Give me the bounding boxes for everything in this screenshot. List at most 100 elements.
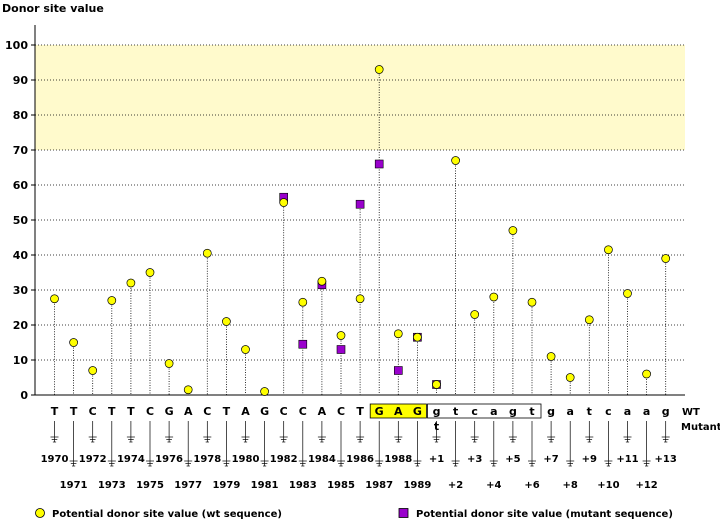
wt-point bbox=[50, 294, 59, 304]
position-label: 1982 bbox=[270, 454, 298, 465]
ytick-label: 50 bbox=[13, 214, 29, 227]
wt-point bbox=[126, 278, 136, 288]
wt-point bbox=[623, 289, 632, 298]
base-letter: g bbox=[433, 405, 441, 418]
position-label: 1988 bbox=[384, 454, 412, 465]
base-letter: g bbox=[662, 405, 670, 418]
position-label: 1975 bbox=[136, 480, 164, 491]
ytick-label: 40 bbox=[13, 249, 29, 262]
position-label: 1973 bbox=[98, 480, 126, 491]
base-letter: t bbox=[529, 405, 534, 418]
base-letter: a bbox=[566, 405, 573, 418]
ytick-label: 80 bbox=[13, 109, 29, 122]
position-label: 1978 bbox=[193, 454, 221, 465]
position-label: 1986 bbox=[346, 454, 374, 465]
base-letter: A bbox=[241, 405, 250, 418]
wt-point bbox=[527, 297, 537, 307]
intron-box bbox=[427, 403, 542, 419]
wt-point bbox=[107, 296, 117, 305]
wt-point bbox=[355, 294, 365, 304]
base-letter: a bbox=[643, 405, 650, 418]
base-letter: g bbox=[547, 405, 555, 418]
wt-point bbox=[413, 332, 422, 342]
wt-point bbox=[164, 359, 174, 368]
wt-point bbox=[336, 331, 346, 340]
base-letter: C bbox=[89, 405, 97, 418]
base-letter: T bbox=[223, 405, 231, 418]
wt-row-label: WT bbox=[682, 407, 700, 418]
position-label: 1972 bbox=[79, 454, 107, 465]
ytick-label: 0 bbox=[20, 389, 28, 402]
position-labels: 1970 1971 1972 1973 1974 1975 1976 1977 1978 1979… bbox=[41, 421, 677, 491]
exon-box bbox=[369, 403, 427, 419]
legend-mutant-marker bbox=[398, 508, 409, 518]
base-letter: T bbox=[70, 405, 78, 418]
wt-point bbox=[565, 373, 575, 382]
base-letter: G bbox=[260, 405, 269, 418]
position-label: +8 bbox=[563, 480, 578, 491]
position-label: 1980 bbox=[232, 454, 260, 465]
wt-point bbox=[508, 226, 518, 235]
legend-wt-label: Potential donor site value (wt sequence) bbox=[52, 509, 282, 520]
base-letter: A bbox=[394, 405, 403, 418]
legend-wt-marker bbox=[35, 508, 45, 518]
ytick-label: 60 bbox=[13, 179, 29, 192]
position-label: +11 bbox=[616, 454, 638, 465]
position-label: +12 bbox=[635, 480, 657, 491]
wt-point bbox=[298, 297, 308, 307]
position-label: 1971 bbox=[60, 480, 88, 491]
base-letter: A bbox=[184, 405, 193, 418]
wt-point bbox=[374, 65, 384, 74]
base-letter: T bbox=[108, 405, 116, 418]
base-letter: A bbox=[318, 405, 327, 418]
base-letter: g bbox=[509, 405, 517, 418]
wt-point bbox=[393, 329, 403, 339]
position-label: 1976 bbox=[155, 454, 183, 465]
base-letter: G bbox=[375, 405, 384, 418]
ytick-label: 10 bbox=[13, 354, 29, 367]
wt-point bbox=[222, 317, 231, 326]
position-label: +13 bbox=[655, 454, 677, 465]
mutant-point bbox=[336, 345, 346, 354]
wt-point bbox=[584, 315, 594, 325]
wt-point bbox=[546, 352, 556, 361]
ytick-label: 100 bbox=[5, 39, 28, 52]
position-label: +10 bbox=[597, 480, 619, 491]
position-label: +1 bbox=[429, 454, 444, 465]
position-label: +7 bbox=[543, 454, 558, 465]
position-label: 1981 bbox=[251, 480, 279, 491]
position-label: 1989 bbox=[403, 480, 431, 491]
wt-point bbox=[241, 345, 250, 354]
base-letter: c bbox=[471, 405, 478, 418]
high-value-band bbox=[35, 45, 685, 150]
position-label: 1983 bbox=[289, 480, 317, 491]
position-label: 1977 bbox=[174, 480, 202, 491]
base-letter: T bbox=[356, 405, 364, 418]
base-letter: t bbox=[453, 405, 458, 418]
wt-point bbox=[202, 248, 212, 258]
base-letter: C bbox=[299, 405, 307, 418]
base-letter: C bbox=[337, 405, 345, 418]
position-label: 1985 bbox=[327, 480, 355, 491]
base-letter: G bbox=[413, 405, 422, 418]
position-label: +9 bbox=[582, 454, 597, 465]
mutant-row-label: Mutant bbox=[681, 422, 720, 433]
base-letter: C bbox=[280, 405, 288, 418]
wt-point bbox=[317, 276, 327, 286]
legend: Potential donor site value (wt sequence)… bbox=[35, 508, 673, 520]
position-label: 1987 bbox=[365, 480, 393, 491]
wt-point bbox=[145, 268, 155, 277]
legend-mutant-label: Potential donor site value (mutant seque… bbox=[416, 509, 673, 520]
base-letter: T bbox=[51, 405, 59, 418]
base-letter: T bbox=[127, 405, 135, 418]
band-rect bbox=[35, 45, 685, 150]
base-letter: C bbox=[146, 405, 154, 418]
wt-point bbox=[69, 338, 78, 347]
wt-point bbox=[470, 310, 480, 319]
ytick-label: 20 bbox=[13, 319, 29, 332]
position-label: +6 bbox=[524, 480, 539, 491]
position-label: +4 bbox=[486, 480, 501, 491]
mutant-point bbox=[393, 366, 403, 375]
position-label: +2 bbox=[448, 480, 463, 491]
